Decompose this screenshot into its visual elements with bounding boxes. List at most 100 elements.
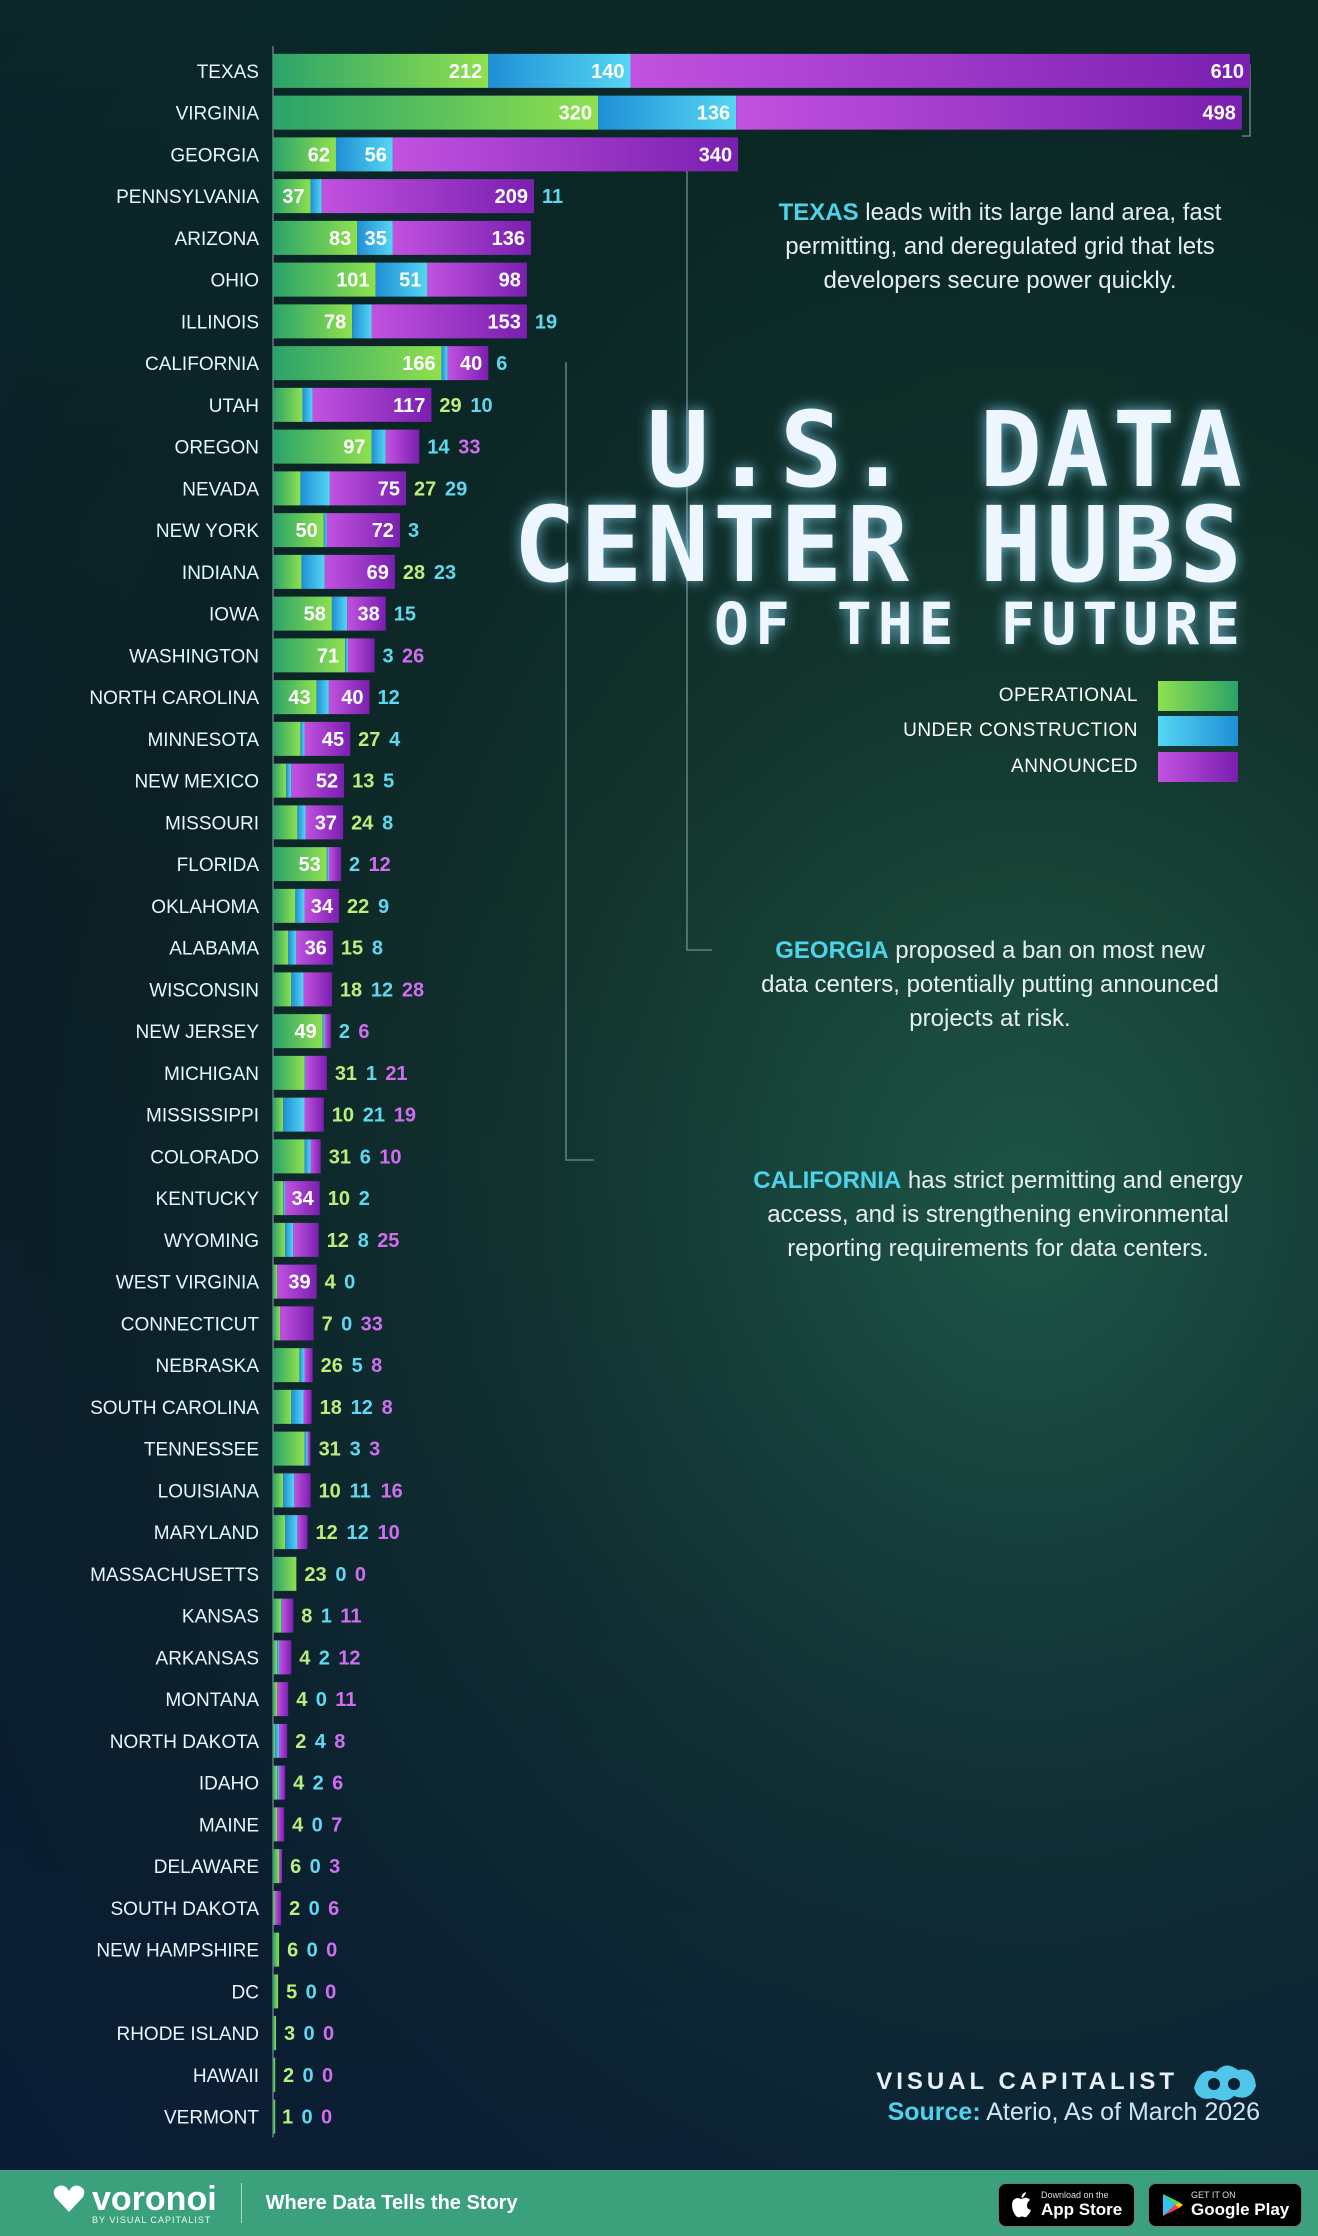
value-label-colorado-construction: 6 <box>360 1146 371 1168</box>
note-georgia-bold: GEORGIA <box>775 937 889 964</box>
value-label-north-dakota-operational: 2 <box>295 1731 306 1753</box>
bar-indiana-operational <box>273 554 302 589</box>
value-label-oklahoma-construction: 9 <box>378 896 389 918</box>
google-play-big-text: Google Play <box>1191 2200 1290 2219</box>
category-label-maryland: MARYLAND <box>154 1523 259 1544</box>
bar-kentucky-announced <box>285 1181 320 1216</box>
bar-michigan-announced <box>305 1055 327 1090</box>
app-store-big-text: App Store <box>1041 2200 1123 2219</box>
category-label-new-hampshire: NEW HAMPSHIRE <box>96 1941 259 1962</box>
category-label-connecticut: CONNECTICUT <box>121 1314 260 1335</box>
bar-missouri-announced <box>305 805 344 840</box>
bar-colorado-announced <box>310 1139 321 1174</box>
value-label-north-dakota-construction: 4 <box>315 1731 327 1753</box>
value-label-nebraska-announced: 8 <box>371 1355 382 1377</box>
voronoi-logo[interactable]: voronoi BY VISUAL CAPITALIST <box>52 2182 217 2225</box>
value-label-washington-construction: 3 <box>383 645 394 667</box>
legend-swatch <box>1158 716 1238 746</box>
bar-georgia-operational <box>273 137 336 172</box>
bar-west-virginia-announced <box>277 1264 317 1299</box>
bar-wyoming-operational <box>273 1222 286 1257</box>
value-label-maine-announced: 7 <box>331 1814 342 1836</box>
value-label-louisiana-operational: 10 <box>319 1480 341 1502</box>
value-label-delaware-operational: 6 <box>290 1856 301 1878</box>
bar-washington-construction <box>345 638 349 673</box>
bar-minnesota-construction <box>300 721 305 756</box>
value-label-montana-operational: 4 <box>296 1689 308 1711</box>
source-label: Source: <box>887 2098 981 2126</box>
category-label-texas: TEXAS <box>197 62 259 83</box>
bar-minnesota-operational <box>273 721 301 756</box>
value-label-nevada-operational: 27 <box>414 478 436 500</box>
value-label-minnesota-announced: 45 <box>322 729 344 751</box>
bar-missouri-construction <box>297 805 306 840</box>
category-label-new-mexico: NEW MEXICO <box>134 772 259 793</box>
value-label-wyoming-announced: 25 <box>377 1230 399 1252</box>
bar-arizona-construction <box>357 220 393 255</box>
source-note: Source: Aterio, As of March 2026 <box>888 2098 1260 2127</box>
apple-icon <box>1012 2192 1031 2218</box>
value-label-minnesota-operational: 27 <box>358 729 380 751</box>
value-label-ohio-announced: 98 <box>499 270 521 292</box>
value-label-hawaii-construction: 0 <box>303 2065 314 2087</box>
voronoi-logo-subtitle: BY VISUAL CAPITALIST <box>92 2214 212 2225</box>
value-label-texas-operational: 212 <box>449 61 482 83</box>
value-label-kentucky-operational: 10 <box>328 1188 350 1210</box>
bar-arkansas-announced <box>279 1640 292 1675</box>
bar-pennsylvania-operational <box>273 179 311 214</box>
value-label-nebraska-construction: 5 <box>352 1355 363 1377</box>
google-play-button[interactable]: GET IT ON Google Play <box>1148 2183 1303 2227</box>
value-label-south-dakota-announced: 6 <box>328 1898 339 1920</box>
bar-vermont-operational <box>273 2099 276 2134</box>
bar-idaho-announced <box>279 1765 286 1800</box>
category-label-nebraska: NEBRASKA <box>156 1356 260 1377</box>
app-store-small-text: Download on the <box>1041 2190 1109 2200</box>
bar-virginia-operational <box>273 95 598 130</box>
value-label-north-dakota-announced: 8 <box>334 1731 345 1753</box>
bar-colorado-construction <box>304 1139 311 1174</box>
value-label-new-hampshire-operational: 6 <box>287 1940 298 1962</box>
value-label-new-york-announced: 72 <box>372 520 394 542</box>
value-label-new-mexico-construction: 5 <box>383 771 394 793</box>
bar-nebraska-announced <box>304 1348 313 1383</box>
value-label-pennsylvania-construction: 11 <box>542 186 563 208</box>
bar-iowa-construction <box>331 596 348 631</box>
category-label-maine: MAINE <box>199 1815 259 1836</box>
bar-illinois-operational <box>273 304 353 339</box>
value-label-west-virginia-announced: 39 <box>288 1272 310 1294</box>
bar-illinois-announced <box>371 304 527 339</box>
bar-texas-construction <box>488 53 631 88</box>
app-store-button[interactable]: Download on the App Store <box>998 2183 1136 2227</box>
category-label-colorado: COLORADO <box>150 1147 259 1168</box>
category-label-hawaii: HAWAII <box>193 2066 259 2087</box>
brand-logo-icon <box>1194 2065 1256 2101</box>
value-label-connecticut-operational: 7 <box>322 1313 333 1335</box>
category-label-virginia: VIRGINIA <box>176 104 260 125</box>
bar-kentucky-operational <box>273 1181 284 1216</box>
bar-new-york-announced <box>326 513 400 548</box>
bar-kansas-operational <box>273 1598 282 1633</box>
value-label-louisiana-announced: 16 <box>381 1480 403 1502</box>
bar-north-carolina-operational <box>273 680 317 715</box>
bar-texas-operational <box>273 53 489 88</box>
category-label-california: CALIFORNIA <box>145 354 259 375</box>
bar-maine-announced <box>277 1807 285 1842</box>
bar-north-carolina-announced <box>328 680 370 715</box>
value-label-new-mexico-announced: 52 <box>316 771 338 793</box>
category-label-alabama: ALABAMA <box>169 939 259 960</box>
bar-georgia-construction <box>335 137 393 172</box>
bar-pennsylvania-construction <box>310 179 322 214</box>
value-label-kansas-construction: 1 <box>321 1606 332 1628</box>
value-label-north-carolina-operational: 43 <box>288 687 310 709</box>
bar-arkansas-operational <box>273 1640 278 1675</box>
category-label-louisiana: LOUISIANA <box>158 1481 260 1502</box>
value-label-michigan-operational: 31 <box>335 1063 357 1085</box>
bar-hawaii-operational <box>273 2057 276 2092</box>
value-label-alabama-announced: 36 <box>305 938 327 960</box>
bar-west-virginia-operational <box>273 1264 278 1299</box>
value-label-mississippi-construction: 21 <box>363 1105 385 1127</box>
value-label-north-carolina-announced: 40 <box>341 687 363 709</box>
bar-louisiana-operational <box>273 1473 284 1508</box>
footer-tagline: Where Data Tells the Story <box>265 2191 518 2214</box>
bar-south-carolina-operational <box>273 1389 292 1424</box>
